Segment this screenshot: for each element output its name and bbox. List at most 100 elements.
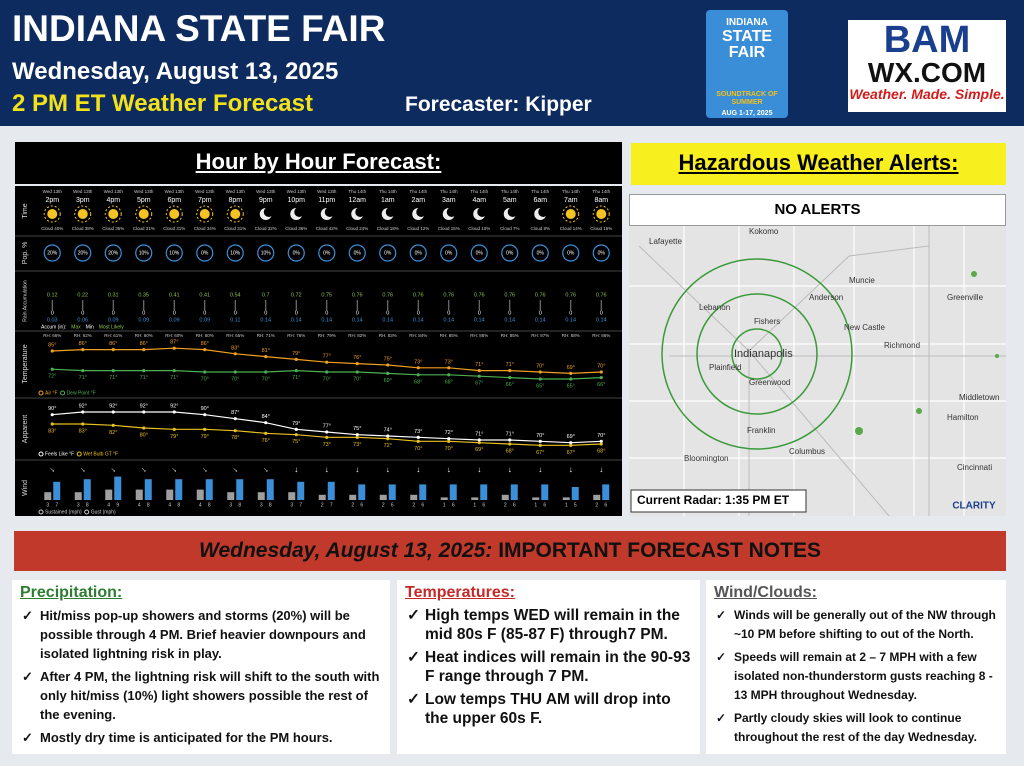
notes-column: Wind/Clouds: Winds will be generally out … (706, 580, 1006, 754)
date: Wednesday, August 13, 2025 (12, 58, 339, 85)
sustained-label: 4 (107, 502, 110, 508)
rain-likely: 0.09 (108, 317, 119, 323)
rain-likely: 0.14 (352, 317, 363, 323)
feels-label: 72° (445, 430, 453, 436)
radar-map: Current Radar: 1:35 PM ET CLARITY Lafaye… (629, 226, 1006, 516)
city-label: Anderson (809, 293, 843, 302)
rain-min: 0 (508, 310, 511, 316)
legend-swatch (38, 509, 44, 515)
wind-arrow: ↓ (200, 465, 209, 474)
hour-label: 12am (348, 197, 366, 204)
rain-likely: 0.11 (230, 317, 240, 323)
cloud-label: Cloud 32% (255, 226, 277, 231)
rain-min: 0 (234, 310, 237, 316)
dew-label: 65° (536, 383, 544, 389)
dew-label: 71° (170, 375, 178, 381)
moon-shadow (507, 207, 518, 217)
sun-rays (165, 205, 183, 223)
row-label: Time (22, 203, 29, 218)
feels-label: 73° (414, 429, 422, 435)
logo-text: AUG 1-17, 2025 (721, 110, 773, 117)
feels-label: 87° (231, 410, 239, 416)
wetbulb-label: 68° (506, 448, 514, 454)
logo-text: WX.COM (867, 57, 987, 88)
hour-label: 8pm (228, 197, 242, 204)
gust-bar (114, 476, 122, 500)
city-label: Lebanon (699, 303, 730, 312)
gust-bar (449, 484, 457, 500)
rain-max: 0.22 (77, 292, 88, 298)
sun-icon (230, 209, 241, 219)
temp-point (569, 371, 573, 375)
feels-point (569, 441, 573, 445)
cloud-label: Cloud 31% (224, 226, 246, 231)
temp-point (447, 366, 451, 370)
notes-list: High temps WED will remain in the mid 80… (405, 606, 692, 728)
rh-label: RH: 76% (287, 333, 305, 338)
day-label: Wed 13th (287, 189, 307, 194)
rain-likely: 0.14 (382, 317, 393, 323)
rain-likely: 0.14 (321, 317, 332, 323)
dew-point (294, 369, 298, 373)
rh-label: RH: 62% (74, 333, 92, 338)
rain-max: 0.76 (382, 292, 393, 298)
feels-point (233, 417, 237, 421)
feels-label: 79° (292, 421, 300, 427)
temp-point (81, 348, 85, 352)
rain-likely: 0.09 (138, 317, 149, 323)
city-label: Lafayette (649, 237, 682, 246)
legend-label: Wet Bulb GT °F (83, 451, 118, 457)
notes-heading: Wind/Clouds: (714, 584, 817, 601)
sustained-label: 1 (534, 502, 537, 508)
feels-point (416, 435, 420, 439)
hour-label: 5am (503, 197, 517, 204)
feels-label: 71° (506, 431, 514, 437)
wetbulb-point (386, 437, 390, 441)
city-label: New Castle (844, 323, 885, 332)
sun-rays (226, 205, 244, 223)
feels-label: 92° (79, 403, 87, 409)
sun-rays (104, 205, 122, 223)
rain-likely: 0.14 (596, 317, 607, 323)
hour-label: 4pm (106, 197, 120, 204)
dew-point (50, 367, 54, 371)
wetbulb-point (264, 431, 268, 435)
day-label: Wed 13th (73, 189, 93, 194)
gust-bar (205, 479, 213, 500)
pop-label: 0% (323, 250, 331, 256)
city-label: Richmond (884, 341, 920, 350)
rain-max: 0.31 (108, 292, 119, 298)
wind-arrow: ↓ (355, 465, 359, 474)
pop-label: 20% (108, 250, 119, 256)
wetbulb-label: 67° (567, 450, 575, 456)
sustained-label: 2 (595, 502, 598, 508)
cloud-label: Cloud 38% (72, 226, 94, 231)
sustained-label: 1 (565, 502, 568, 508)
wetbulb-point (355, 435, 359, 439)
temp-label: 71° (506, 362, 514, 368)
note-item: Heat indices will remain in the 90-93 F … (407, 648, 692, 686)
range-ring (696, 293, 818, 415)
legend-label: Accum (in): (41, 324, 66, 330)
gust-bar (571, 487, 579, 500)
wetbulb-label: 78° (231, 435, 239, 441)
rain-min: 0 (569, 310, 572, 316)
sustained-label: 2 (321, 502, 324, 508)
rain-likely: 0.06 (77, 317, 88, 323)
notes-banner: Wednesday, August 13, 2025: IMPORTANT FO… (14, 531, 1006, 571)
radar-echoes (855, 271, 999, 435)
city-label: Middletown (959, 393, 999, 402)
dew-point (264, 370, 268, 374)
logo-text: INDIANA (726, 17, 768, 28)
subtitle: 2 PM ET Weather Forecast (12, 90, 313, 117)
gust-bar (602, 484, 610, 500)
sustained-label: 3 (290, 502, 293, 508)
notes-list: Hit/miss pop-up showers and storms (20%)… (20, 606, 382, 747)
pop-ring (104, 244, 122, 262)
pop-ring (379, 244, 397, 262)
sustained-bar (166, 489, 174, 500)
temp-label: 73° (445, 359, 453, 365)
wetbulb-point (325, 435, 329, 439)
wind-arrow: ↓ (47, 465, 56, 474)
range-ring (731, 328, 783, 380)
